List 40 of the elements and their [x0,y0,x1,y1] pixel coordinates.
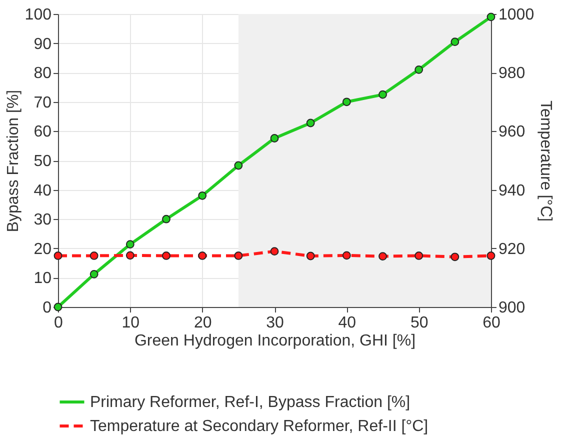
point [450,38,460,46]
point [378,90,387,99]
y2-tick-label: 920 [498,240,526,258]
point [198,191,207,200]
y2-tick-label: 960 [498,124,526,141]
y2-axis-title: Temperature [°C] [537,100,554,222]
y-tick-label: 50 [34,153,52,170]
x-tick-label: 0 [54,314,64,332]
x-tick-label: 20 [194,314,212,332]
legend-label: Temperature at Secondary Reformer, Ref-II [°C] [90,418,428,435]
point [126,240,134,248]
y-tick-label: 70 [34,94,52,112]
x-tick-label: 50 [410,314,428,332]
y2-tick-label: 900 [498,300,526,316]
x-tick-label: 40 [338,314,356,332]
point [90,270,98,278]
y-tick-label: 30 [34,212,52,229]
point [270,134,279,142]
x-tick-label: 30 [266,314,284,332]
y2-tick-label: 940 [498,182,526,200]
y-tick-label: 40 [34,182,52,200]
point [414,65,424,74]
point [234,161,243,170]
y-tick-label: 60 [34,124,52,141]
y2-tick-label: 1000 [498,6,534,24]
y-tick-label: 0 [42,300,52,316]
y-axis-title: Bypass Fraction [%] [4,90,22,232]
legend-label: Primary Reformer, Ref-I, Bypass Fraction [%] [90,394,410,411]
y-tick-label: 10 [34,270,52,288]
y-tick-label: 90 [34,36,52,53]
y2-tick-label: 980 [498,65,526,82]
y-tick-label: 100 [24,6,52,24]
y-tick-label: 20 [34,240,52,258]
x-tick-label: 10 [122,314,140,332]
point [342,98,351,106]
y-tick-label: 80 [34,65,52,82]
point [306,118,315,128]
point [162,214,170,224]
x-axis-title: Green Hydrogen Incorporation, GHI [%] [134,332,416,350]
x-tick-label: 60 [482,314,500,332]
